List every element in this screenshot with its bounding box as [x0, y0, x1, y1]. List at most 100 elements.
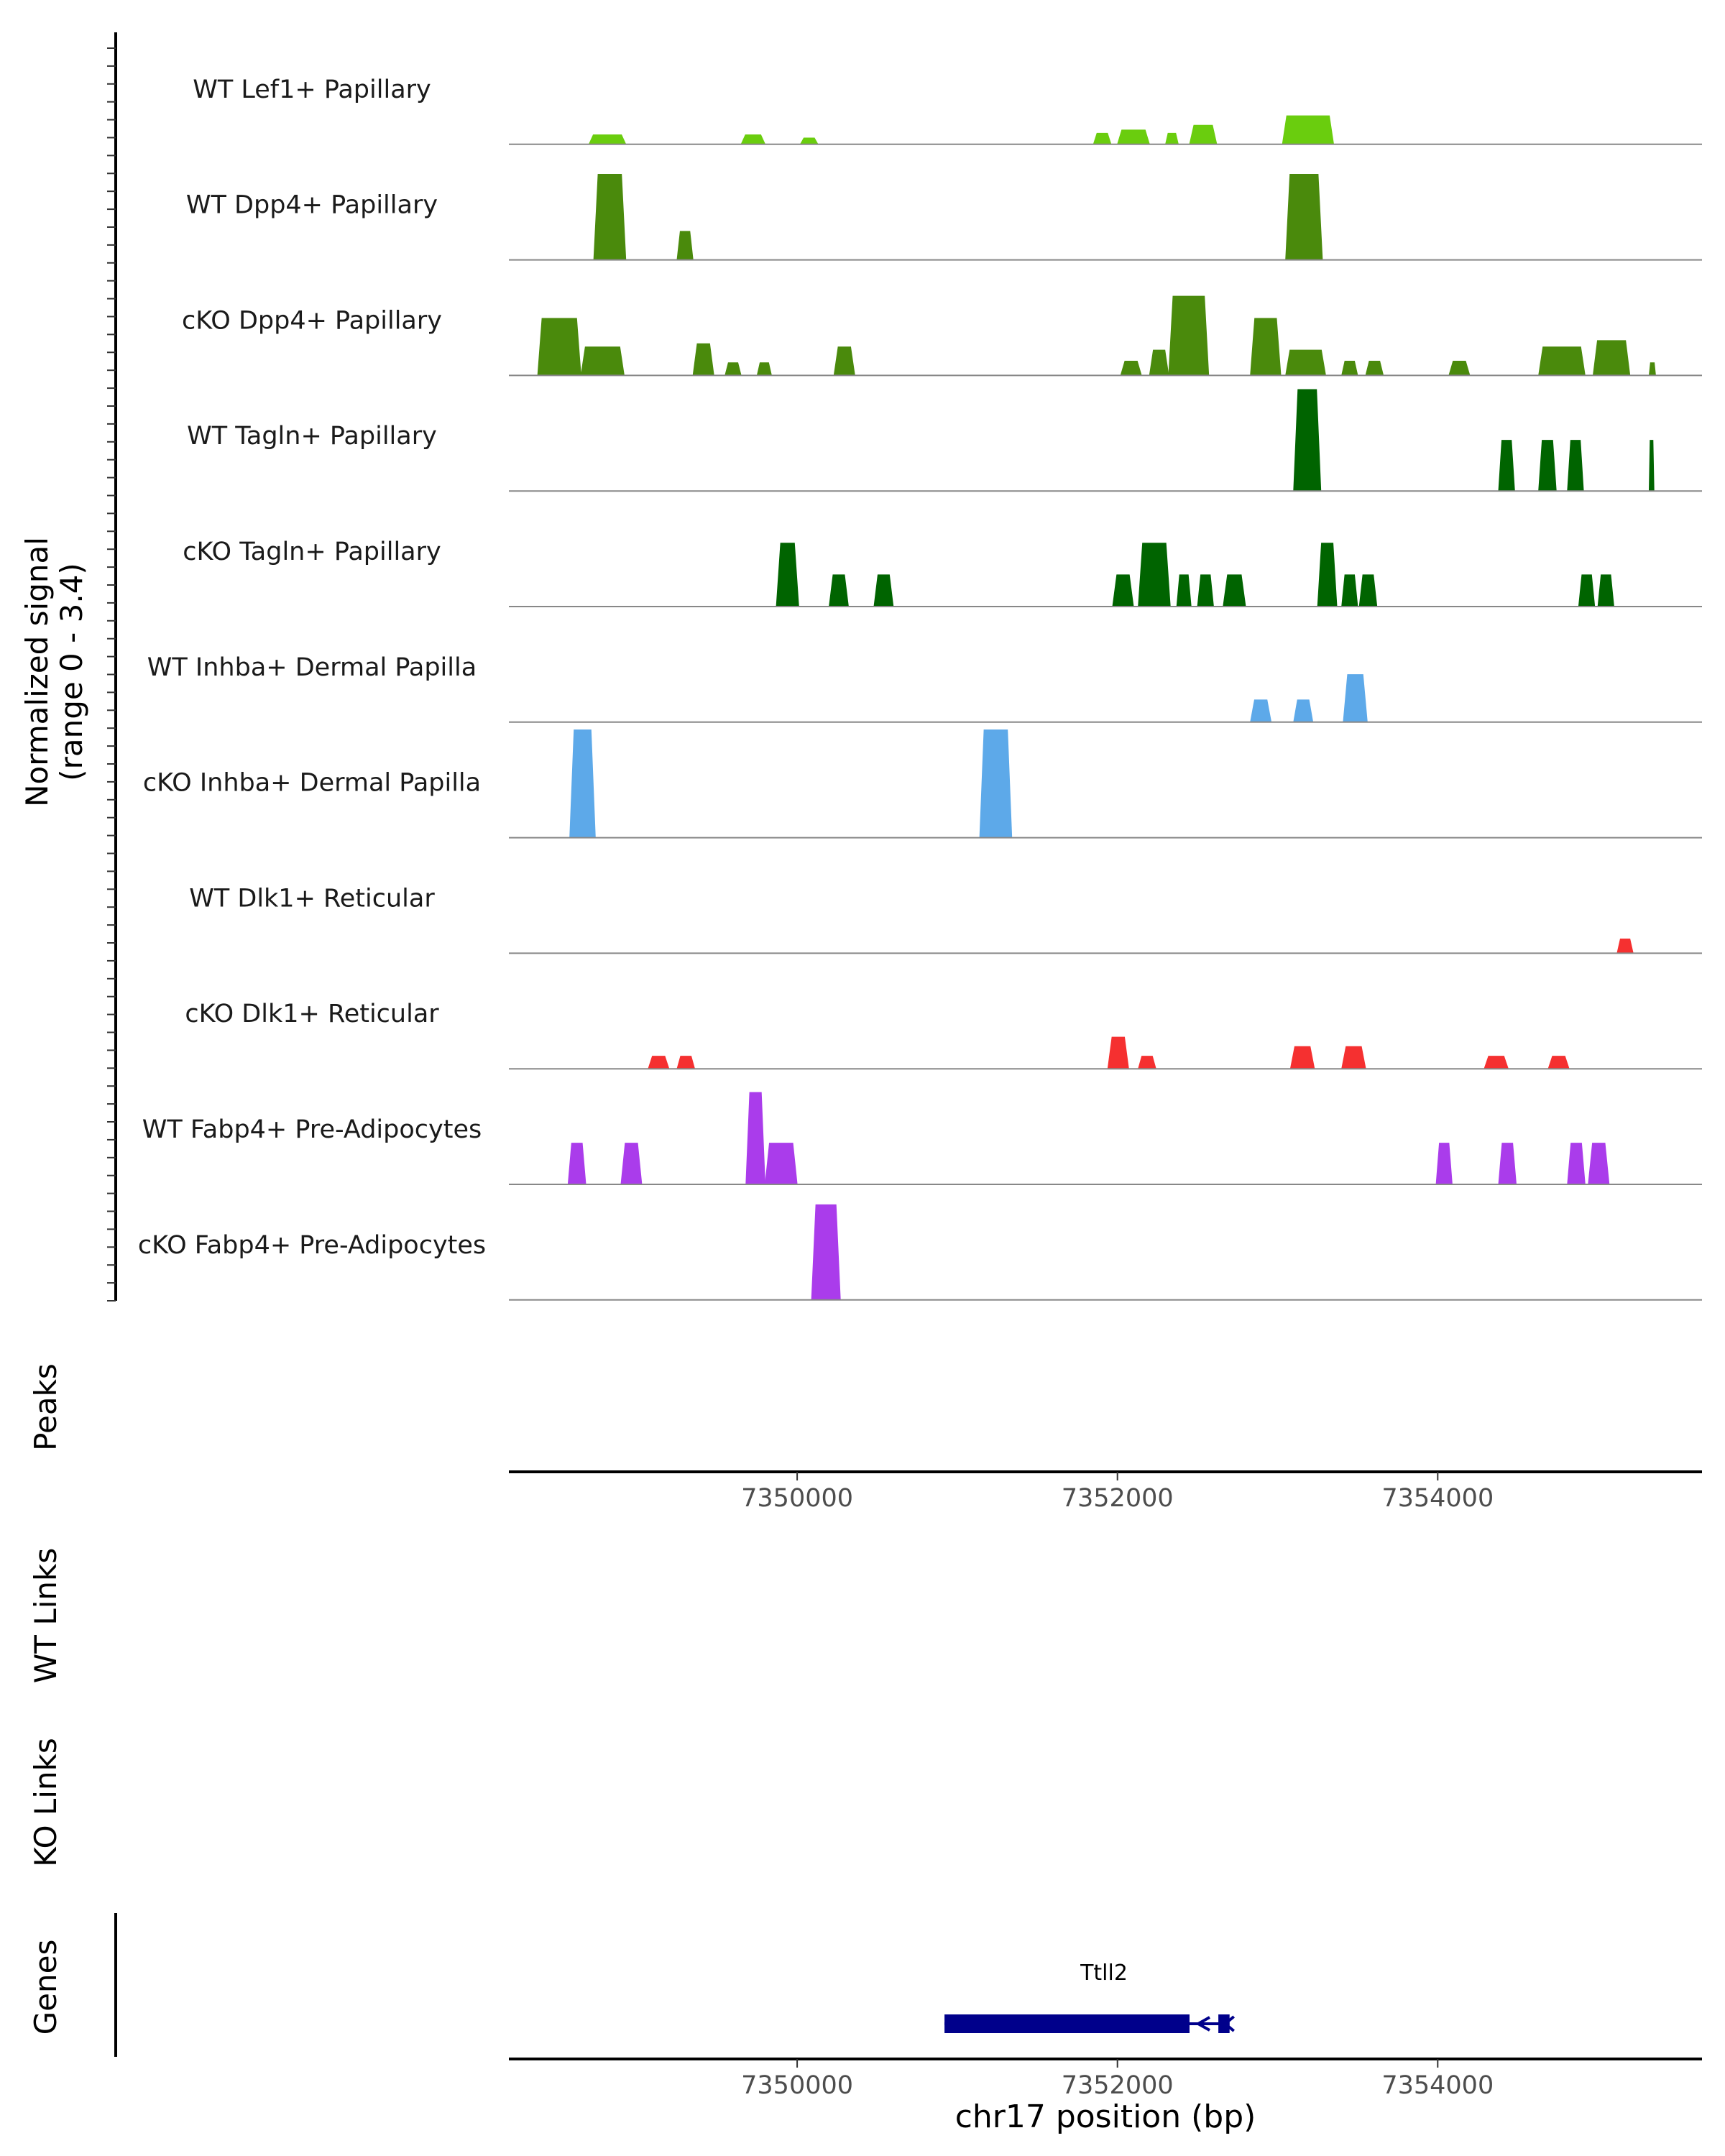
coverage-peak [756, 362, 773, 376]
coverage-peak [1588, 1143, 1610, 1185]
track-10: cKO Fabp4+ Pre-Adipocytes [138, 1204, 1702, 1301]
track-5: WT Inhba+ Dermal Papilla [147, 653, 1702, 723]
peaks-label: Peaks [28, 1363, 63, 1451]
coverage-peak [580, 346, 625, 376]
coverage-peak [567, 1143, 586, 1185]
x-tick-label: 7350000 [741, 1484, 853, 1513]
strand-arrow [1195, 2016, 1210, 2032]
x-tick-label: 7352000 [1062, 2071, 1174, 2100]
coverage-peak [811, 1204, 841, 1301]
track-label: cKO Inhba+ Dermal Papilla [143, 769, 481, 798]
track-1: WT Dpp4+ Papillary [186, 174, 1702, 261]
coverage-peak [776, 543, 799, 607]
coverage-peak [873, 574, 894, 607]
coverage-peak [569, 729, 596, 839]
coverage-peak [1578, 574, 1596, 607]
coverage-peak [1341, 574, 1358, 607]
track-label: WT Inhba+ Dermal Papilla [147, 653, 477, 682]
x-axis-title: chr17 position (bp) [955, 2099, 1256, 2135]
coverage-peak [537, 318, 581, 376]
coverage-peak [1289, 1046, 1315, 1069]
track-label: cKO Tagln+ Papillary [183, 538, 441, 566]
coverage-peak [1317, 543, 1338, 607]
coverage-peak [1341, 1046, 1366, 1069]
coverage-peak [1435, 1143, 1453, 1185]
coverage-peak [1341, 361, 1358, 376]
coverage-peak [1117, 129, 1150, 145]
coverage-peak [1567, 440, 1584, 492]
coverage-peak [1597, 574, 1614, 607]
coverage-peak [1365, 361, 1384, 376]
coverage-peak [1293, 699, 1314, 723]
gene-track: Ttll2 [944, 1961, 1235, 2033]
coverage-peak [740, 134, 766, 145]
track-label: WT Tagln+ Papillary [187, 422, 437, 451]
x-tick-label: 7354000 [1381, 2071, 1494, 2100]
peaks-x-axis: 7350000 7352000 7354000 [741, 1472, 1494, 1513]
track-label: WT Fabp4+ Pre-Adipocytes [142, 1115, 482, 1144]
track-label: WT Lef1+ Papillary [193, 75, 431, 104]
coverage-peak [745, 1092, 766, 1185]
coverage-peak [764, 1143, 798, 1185]
track-7: WT Dlk1+ Reticular [189, 884, 1702, 954]
coverage-peak [1498, 440, 1515, 492]
coverage-peak [833, 346, 855, 376]
coverage-peak [1197, 574, 1214, 607]
coverage-peak [593, 174, 627, 261]
track-4: cKO Tagln+ Papillary [183, 538, 1702, 607]
track-label: cKO Fabp4+ Pre-Adipocytes [138, 1231, 486, 1260]
genes-label: Genes [28, 1940, 63, 2035]
coverage-peak [829, 574, 849, 607]
track-2: cKO Dpp4+ Papillary [182, 295, 1702, 377]
track-3: WT Tagln+ Papillary [187, 389, 1702, 492]
x-tick-label: 7354000 [1381, 1484, 1494, 1513]
ko-links-label: KO Links [28, 1738, 63, 1867]
coverage-peak [1538, 346, 1586, 376]
coverage-peak [1189, 124, 1218, 145]
coverage-peak [692, 343, 714, 376]
coverage-peak [1250, 699, 1272, 723]
coverage-peak [676, 1056, 696, 1069]
gene-exon [944, 2014, 1190, 2033]
track-9: WT Fabp4+ Pre-Adipocytes [142, 1092, 1702, 1185]
x-tick-label: 7352000 [1062, 1484, 1174, 1513]
coverage-peak [724, 362, 742, 376]
coverage-peak [1120, 361, 1142, 376]
coverage-peak [1250, 318, 1282, 376]
coverage-peak [1168, 295, 1210, 376]
wt-links-label: WT Links [28, 1548, 63, 1683]
track-0: WT Lef1+ Papillary [193, 75, 1702, 145]
track-label: cKO Dpp4+ Papillary [182, 306, 442, 335]
coverage-peak [648, 1056, 670, 1069]
coverage-peak [1112, 574, 1134, 607]
y-axis-title-line2: (range 0 - 3.4) [54, 563, 89, 781]
coverage-peak [799, 137, 819, 145]
coverage-peak [1538, 440, 1557, 492]
coverage-peak [1293, 389, 1322, 492]
coverage-peak [1484, 1056, 1509, 1069]
coverage-peak [1343, 674, 1368, 723]
coverage-peak [1648, 362, 1656, 376]
coverage-peak [1149, 349, 1169, 376]
coverage-peak [1616, 939, 1634, 954]
coverage-peak [1498, 1143, 1517, 1185]
coverage-tracks: WT Lef1+ Papillary WT Dpp4+ Papillary cKO … [138, 75, 1702, 1301]
strand-arrow [1223, 2015, 1235, 2032]
coverage-peak [1358, 574, 1378, 607]
coverage-peak [1176, 574, 1192, 607]
coverage-peak [1282, 115, 1335, 145]
coverage-peak [1138, 543, 1171, 607]
coverage-peak [1592, 340, 1631, 376]
track-label: cKO Dlk1+ Reticular [185, 1000, 439, 1028]
coverage-peak [1285, 349, 1326, 376]
coverage-peak [1138, 1056, 1156, 1069]
coverage-peak [1648, 440, 1655, 492]
coverage-peak [1567, 1143, 1586, 1185]
coverage-peak [1092, 132, 1112, 145]
coverage-peak [1164, 132, 1179, 145]
genes-x-axis: 7350000 7352000 7354000 [741, 2059, 1494, 2100]
coverage-peak [1107, 1036, 1129, 1069]
coverage-peak [588, 134, 627, 145]
coverage-peak [1223, 574, 1246, 607]
